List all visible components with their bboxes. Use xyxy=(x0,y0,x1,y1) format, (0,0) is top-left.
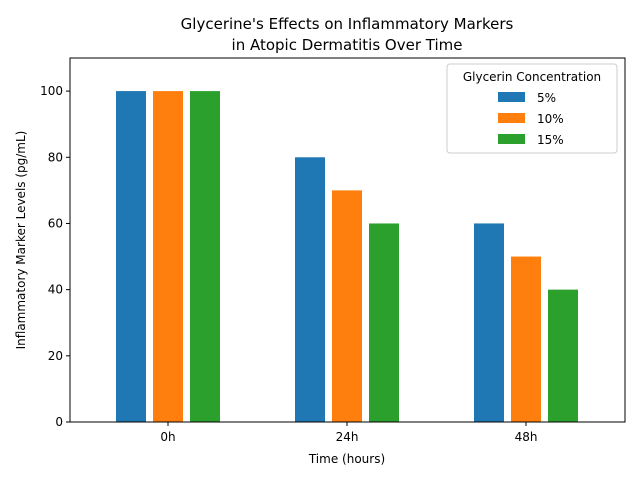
bar-10pct-48h xyxy=(511,256,541,422)
legend-title: Glycerin Concentration xyxy=(463,70,601,84)
legend-box xyxy=(446,63,618,154)
legend-label: 15% xyxy=(537,133,564,147)
legend-swatch xyxy=(498,92,525,102)
x-axis-label: Time (hours) xyxy=(308,452,385,466)
legend-label: 5% xyxy=(537,91,556,105)
y-tick-label: 20 xyxy=(48,349,63,363)
legend: Glycerin Concentration 5% 10% 15% xyxy=(446,63,618,154)
chart-title-line-2: in Atopic Dermatitis Over Time xyxy=(232,36,463,54)
y-tick-label: 60 xyxy=(48,216,63,230)
bar-15pct-0h xyxy=(190,91,220,422)
legend-label: 10% xyxy=(537,112,564,126)
legend-items: 5% 10% 15% xyxy=(498,91,564,147)
y-tick-label: 80 xyxy=(48,150,63,164)
legend-swatch xyxy=(498,134,525,144)
bar-5pct-0h xyxy=(116,91,146,422)
y-tick-label: 0 xyxy=(55,415,63,429)
x-tick-label: 0h xyxy=(160,430,175,444)
y-axis-ticks: 0 20 40 60 80 100 xyxy=(40,84,70,429)
bar-15pct-48h xyxy=(548,289,578,422)
bars-group xyxy=(116,91,578,423)
x-tick-label: 24h xyxy=(336,430,359,444)
bar-5pct-24h xyxy=(295,157,325,423)
y-tick-label: 40 xyxy=(48,283,63,297)
x-tick-label: 48h xyxy=(515,430,538,444)
x-axis-ticks: 0h 24h 48h xyxy=(160,422,537,444)
bar-15pct-24h xyxy=(369,223,399,422)
legend-swatch xyxy=(498,113,525,123)
bar-10pct-0h xyxy=(153,91,183,422)
bar-5pct-48h xyxy=(474,223,504,422)
y-tick-label: 100 xyxy=(40,84,63,98)
y-axis-label: Inflammatory Marker Levels (pg/mL) xyxy=(14,131,28,350)
chart-title-line-1: Glycerine's Effects on Inflammatory Mark… xyxy=(181,15,514,33)
bar-10pct-24h xyxy=(332,190,362,422)
